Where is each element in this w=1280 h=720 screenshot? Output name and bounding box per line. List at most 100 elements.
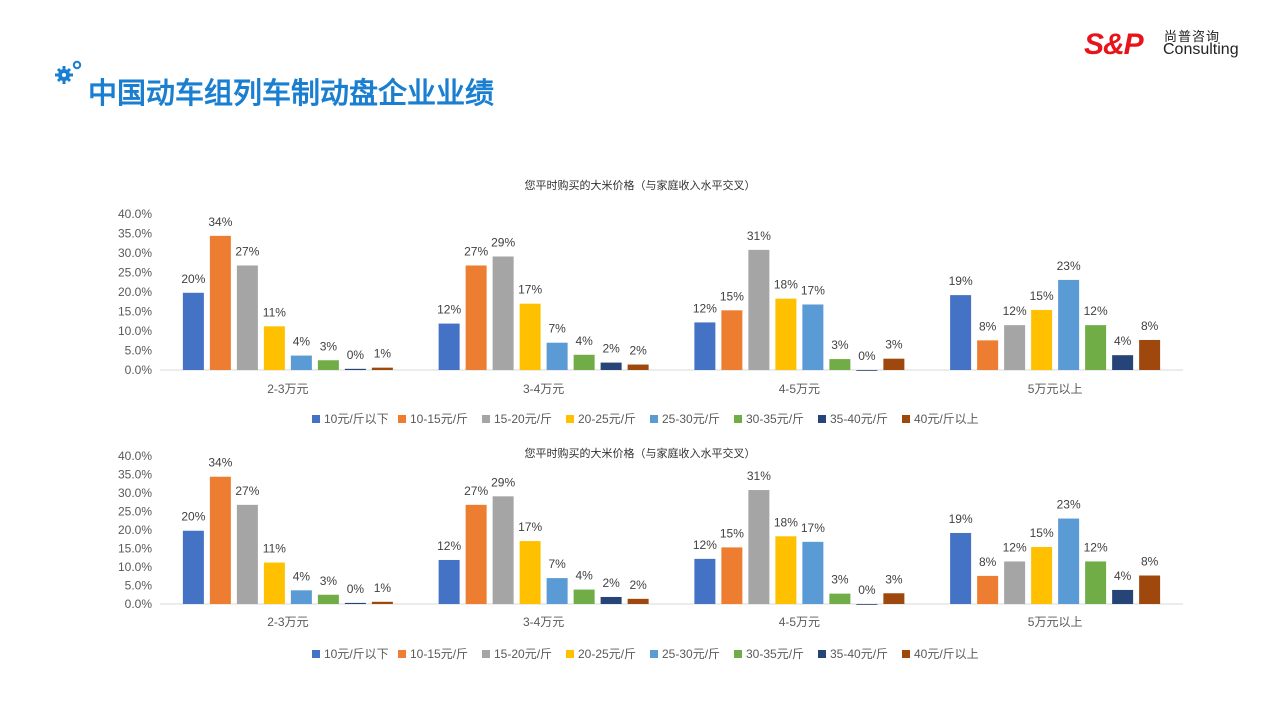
data-label: 19% bbox=[949, 274, 973, 288]
bar bbox=[829, 359, 851, 370]
bar bbox=[600, 362, 622, 370]
bar bbox=[438, 559, 460, 604]
bar bbox=[1058, 518, 1080, 604]
data-label: 4% bbox=[575, 569, 593, 583]
data-label: 12% bbox=[693, 301, 717, 315]
y-tick-label: 25.0% bbox=[118, 266, 152, 280]
data-label: 27% bbox=[464, 484, 488, 498]
data-label: 12% bbox=[437, 303, 461, 317]
x-tick-label: 5万元以上 bbox=[1028, 382, 1083, 396]
bar bbox=[1004, 561, 1026, 604]
bar bbox=[371, 367, 393, 370]
data-label: 0% bbox=[347, 582, 365, 596]
bar bbox=[182, 530, 204, 604]
bar bbox=[1085, 325, 1107, 370]
bar bbox=[546, 342, 568, 370]
legend-label: 25-30元/斤 bbox=[662, 647, 720, 661]
data-label: 19% bbox=[949, 512, 973, 526]
legend-swatch bbox=[312, 650, 320, 658]
legend-label: 35-40元/斤 bbox=[830, 412, 888, 426]
x-tick-label: 5万元以上 bbox=[1028, 615, 1083, 629]
data-label: 15% bbox=[720, 526, 744, 540]
page-title: 中国动车组列车制动盘企业业绩 bbox=[88, 76, 495, 110]
y-tick-label: 40.0% bbox=[118, 207, 152, 221]
bar bbox=[263, 562, 285, 604]
data-label: 2% bbox=[602, 342, 620, 356]
bar bbox=[748, 490, 770, 604]
data-label: 4% bbox=[293, 335, 311, 349]
legend-label: 25-30元/斤 bbox=[662, 412, 720, 426]
data-label: 8% bbox=[1141, 555, 1159, 569]
legend-label: 20-25元/斤 bbox=[578, 647, 636, 661]
bar bbox=[573, 354, 595, 370]
y-tick-label: 15.0% bbox=[118, 305, 152, 319]
data-label: 15% bbox=[1030, 289, 1054, 303]
data-label: 3% bbox=[320, 339, 338, 353]
bar bbox=[1031, 309, 1053, 370]
bar bbox=[465, 265, 487, 370]
bar bbox=[1139, 575, 1161, 604]
bar bbox=[317, 360, 339, 370]
data-label: 34% bbox=[208, 215, 232, 229]
data-label: 12% bbox=[1084, 304, 1108, 318]
bar bbox=[1112, 589, 1134, 604]
data-label: 29% bbox=[491, 475, 515, 489]
legend-swatch bbox=[650, 650, 658, 658]
bar bbox=[856, 604, 878, 605]
data-label: 4% bbox=[1114, 569, 1132, 583]
bar bbox=[802, 304, 824, 370]
data-label: 8% bbox=[979, 555, 997, 569]
y-tick-label: 5.0% bbox=[125, 344, 153, 358]
bar bbox=[694, 558, 716, 604]
bar bbox=[883, 593, 905, 604]
data-label: 0% bbox=[858, 583, 876, 597]
y-tick-label: 30.0% bbox=[118, 486, 152, 500]
bar bbox=[775, 298, 797, 370]
bar bbox=[721, 310, 743, 370]
bar bbox=[519, 303, 541, 370]
data-label: 29% bbox=[491, 236, 515, 250]
bar bbox=[977, 340, 999, 370]
bar-chart-top: 您平时购买的大米价格（与家庭收入水平交叉） 0.0% 5.0% 10.0% 15.0% 2… bbox=[118, 178, 1183, 426]
legend-label: 40元/斤以上 bbox=[914, 412, 979, 426]
bar bbox=[344, 602, 366, 604]
y-tick-label: 15.0% bbox=[118, 542, 152, 556]
bar bbox=[182, 292, 204, 370]
x-tick-label: 2-3万元 bbox=[267, 382, 308, 396]
legend-label: 35-40元/斤 bbox=[830, 647, 888, 661]
bar bbox=[775, 536, 797, 604]
y-tick-label: 25.0% bbox=[118, 505, 152, 519]
data-label: 11% bbox=[263, 305, 286, 319]
bar bbox=[209, 476, 231, 604]
data-label: 3% bbox=[831, 338, 849, 352]
legend-swatch bbox=[734, 650, 742, 658]
data-label: 2% bbox=[629, 344, 647, 358]
legend-label: 30-35元/斤 bbox=[746, 647, 804, 661]
bar bbox=[1031, 547, 1053, 604]
data-label: 2% bbox=[602, 576, 620, 590]
bar bbox=[290, 590, 312, 604]
x-tick-label: 4-5万元 bbox=[779, 615, 820, 629]
bar bbox=[344, 368, 366, 370]
data-label: 17% bbox=[801, 283, 825, 297]
data-label: 27% bbox=[235, 484, 259, 498]
legend-swatch bbox=[902, 650, 910, 658]
bar bbox=[627, 598, 649, 604]
data-label: 12% bbox=[693, 538, 717, 552]
bar bbox=[883, 358, 905, 370]
bar bbox=[1085, 561, 1107, 604]
bar bbox=[600, 596, 622, 604]
bar bbox=[492, 256, 514, 370]
data-label: 1% bbox=[374, 581, 392, 595]
legend-swatch bbox=[818, 650, 826, 658]
legend-swatch bbox=[398, 415, 406, 423]
data-label: 8% bbox=[979, 319, 997, 333]
bar bbox=[465, 504, 487, 604]
data-label: 20% bbox=[181, 510, 205, 524]
data-label: 17% bbox=[801, 521, 825, 535]
y-tick-label: 35.0% bbox=[118, 468, 152, 482]
bar bbox=[950, 295, 972, 370]
legend-label: 30-35元/斤 bbox=[746, 412, 804, 426]
bar bbox=[290, 355, 312, 370]
